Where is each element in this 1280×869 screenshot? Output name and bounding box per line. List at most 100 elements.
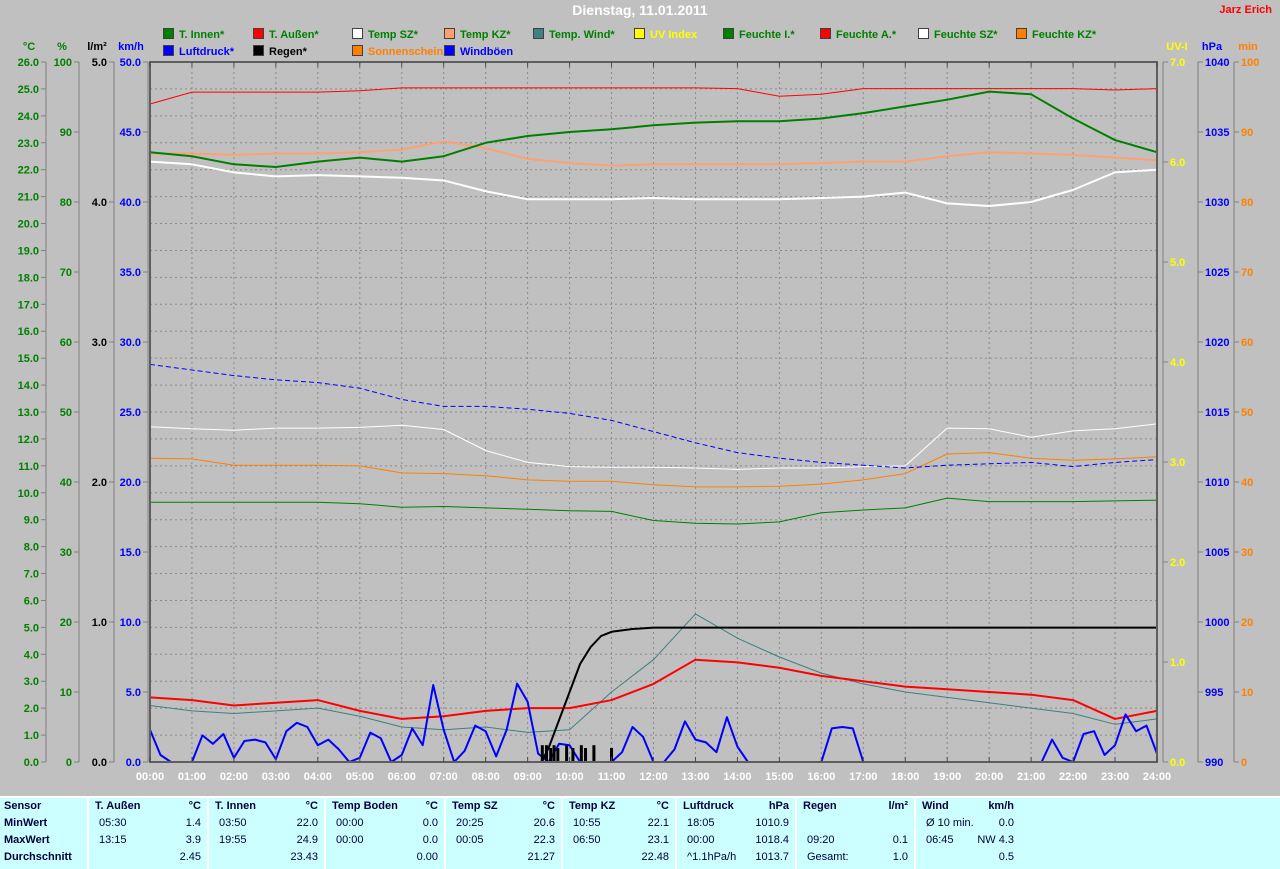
avg-label: ^1.1hPa/h [687,851,737,863]
legend-item-2-2: Sonnenschein [352,45,443,58]
svg-text:01:00: 01:00 [178,771,206,783]
series-temp-wind [149,613,1158,733]
svg-text:40: 40 [1241,477,1253,489]
svg-text:70: 70 [1241,267,1253,279]
svg-text:30: 30 [60,547,72,559]
weather-chart: 0.0 1.0 2.0 3.0 4.0 5.0 6.0 7.0 8.0 9.0 10.0 11.0 12… [18,41,1260,783]
legend-item-1-6: Feuchte I.* [723,28,795,41]
legend-label: Feuchte KZ* [1032,29,1097,41]
svg-text:0.0: 0.0 [92,757,107,769]
legend-label: T. Außen* [269,29,319,41]
sensor-name: Temp KZ [569,800,616,812]
svg-text:hPa: hPa [1202,41,1223,53]
svg-text:km/h: km/h [118,41,144,53]
legend-swatch-icon [253,28,264,39]
svg-text:23:00: 23:00 [1101,771,1129,783]
min-time: 00:00 [336,817,364,829]
svg-text:1030: 1030 [1205,197,1229,209]
svg-text:16.0: 16.0 [18,326,39,338]
max-value: 0.1 [892,834,908,846]
svg-text:09:00: 09:00 [514,771,542,783]
max-value: 24.9 [296,834,318,846]
svg-text:18:00: 18:00 [891,771,919,783]
sensor-unit: °C [542,800,555,812]
legend-label: Temp KZ* [460,29,511,41]
svg-text:5.0: 5.0 [1170,257,1185,269]
table-row-label: Durchschnitt [4,851,72,863]
svg-text:7.0: 7.0 [24,569,39,581]
svg-text:UV-I: UV-I [1166,41,1187,53]
max-value: 22.3 [533,834,555,846]
svg-text:0: 0 [1241,757,1247,769]
legend-label: Feuchte SZ* [934,29,998,41]
min-time: 20:25 [456,817,484,829]
max-value: 1018.4 [755,834,789,846]
svg-text:15.0: 15.0 [120,547,141,559]
avg-label: Gesamt: [807,851,849,863]
svg-text:1040: 1040 [1205,57,1229,69]
series-temp-kz [150,140,1158,167]
svg-text:2.0: 2.0 [1170,557,1185,569]
statistics-table: Sensor MinWert MaxWert Durchschnitt T. Außen… [0,796,1280,869]
legend-item-1-8: Feuchte SZ* [918,28,998,41]
avg-value: 0.5 [998,851,1014,863]
legend-label: UV Index [650,29,698,41]
max-time: 19:55 [219,834,247,846]
svg-text:24:00: 24:00 [1143,771,1171,783]
svg-text:80: 80 [60,197,72,209]
svg-text:22:00: 22:00 [1059,771,1087,783]
rain-bar [565,745,569,762]
avg-value: 0.00 [416,851,438,863]
min-value: 1010.9 [755,817,789,829]
svg-text:min: min [1238,41,1258,53]
svg-text:1005: 1005 [1205,547,1229,559]
legend-label: Feuchte I.* [739,29,795,41]
svg-text:10.0: 10.0 [18,488,39,500]
svg-text:°C: °C [23,41,35,53]
svg-text:l/m²: l/m² [87,41,107,53]
rain-bar [556,748,560,762]
sensor-name: Luftdruck [683,800,734,812]
svg-text:1010: 1010 [1205,477,1229,489]
svg-text:24.0: 24.0 [18,111,39,123]
svg-text:45.0: 45.0 [120,127,141,139]
min-time: 10:55 [573,817,601,829]
svg-text:6.0: 6.0 [24,595,39,607]
svg-text:23.0: 23.0 [18,138,39,150]
svg-text:06:00: 06:00 [388,771,416,783]
table-group-temp-kz: Temp KZ °C 10:55 22.1 06:50 23.1 22.48 [561,798,677,869]
sensor-name: Wind [922,800,949,812]
svg-text:0.0: 0.0 [1170,757,1185,769]
series-feuchte-a- [149,87,1158,105]
sensor-name: Regen [803,800,837,812]
svg-text:995: 995 [1205,687,1223,699]
svg-text:5.0: 5.0 [126,687,141,699]
avg-value: 23.43 [290,851,318,863]
svg-text:13:00: 13:00 [681,771,709,783]
svg-text:15.0: 15.0 [18,353,39,365]
legend-swatch-icon [533,28,544,39]
svg-text:9.0: 9.0 [24,515,39,527]
sensor-unit: °C [305,800,318,812]
sensor-unit: hPa [768,800,789,812]
max-value: 0.0 [422,834,438,846]
sensor-unit: km/h [988,800,1014,812]
legend-swatch-icon [444,28,455,39]
rain-bar [579,745,583,762]
svg-text:80: 80 [1241,197,1253,209]
series-temp-sz [149,160,1158,208]
legend-swatch-icon [163,45,174,56]
min-time: 03:50 [219,817,247,829]
svg-text:2.0: 2.0 [24,703,39,715]
svg-text:50.0: 50.0 [120,57,141,69]
legend-item-2-1: Regen* [253,45,307,58]
legend-item-1-0: T. Innen* [163,28,224,41]
sensor-unit: °C [425,800,438,812]
svg-text:70: 70 [60,267,72,279]
rain-bar [592,745,596,762]
min-value: 22.0 [296,817,318,829]
rain-bar [549,748,553,762]
legend-item-1-9: Feuchte KZ* [1016,28,1097,41]
svg-text:08:00: 08:00 [472,771,500,783]
legend-label: Temp SZ* [368,29,418,41]
